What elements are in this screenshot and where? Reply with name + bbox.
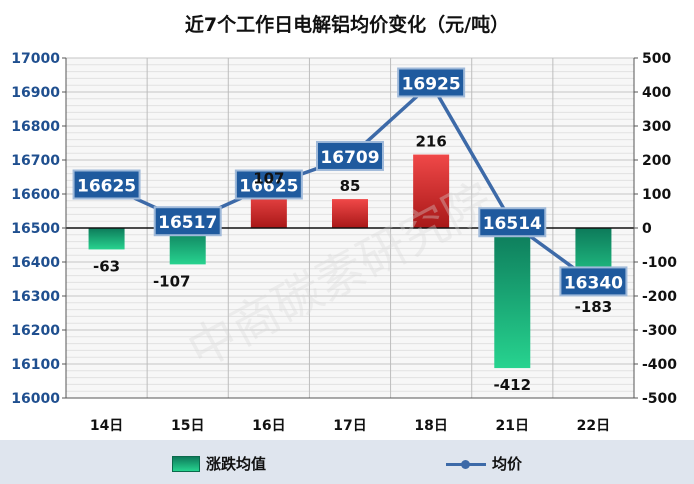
right-tick-label: -300 (642, 323, 677, 339)
x-tick-label: 16日 (252, 418, 285, 434)
label-layer: 16625 16517 16625 16709 16925 16514 16340 -63 -1… (72, 67, 628, 394)
right-tick-label: 200 (642, 153, 671, 169)
price-label-box-2 (153, 206, 222, 237)
bar-label-7: -183 (575, 298, 613, 316)
price-label-1: 16625 (77, 177, 136, 197)
left-tick-label: 16000 (11, 391, 60, 407)
bar-label-5: 216 (415, 133, 446, 151)
legend: 涨跌均值 均价 (0, 440, 694, 484)
legend-line-swatch (446, 457, 486, 471)
right-tick-label: -400 (642, 357, 677, 373)
bar-label-6: -412 (494, 376, 532, 394)
chart-title: 近7个工作日电解铝均价变化（元/吨） (184, 14, 510, 36)
price-label-4: 16709 (320, 148, 379, 168)
price-label-box-7 (559, 266, 628, 297)
legend-bar-swatch (172, 455, 200, 472)
x-tick-label: 21日 (496, 418, 529, 434)
right-tick-label: 300 (642, 119, 671, 135)
bar-5 (413, 154, 450, 228)
x-tick-label: 18日 (414, 418, 447, 434)
right-tick-label: 400 (642, 85, 671, 101)
x-tick-label: 15日 (171, 418, 204, 434)
legend-label-line: 均价 (492, 455, 523, 473)
price-label-3: 16625 (239, 177, 298, 197)
price-label-5: 16925 (402, 75, 461, 95)
x-tick-label: 22日 (577, 418, 610, 434)
left-tick-label: 17000 (11, 51, 60, 67)
price-label-box-5 (397, 67, 466, 98)
price-label-6: 16514 (483, 214, 542, 234)
left-tick-label: 16800 (11, 119, 60, 135)
bar-label-3: 107 (253, 170, 284, 188)
left-tick-label: 16100 (11, 357, 60, 373)
bar-label-4: 85 (340, 177, 361, 195)
left-tick-label: 16400 (11, 255, 60, 271)
left-tick-label: 16500 (11, 221, 60, 237)
x-tick-label: 17日 (333, 418, 366, 434)
price-label-box-3 (234, 169, 303, 200)
bar-1 (88, 228, 125, 250)
right-tick-label: -500 (642, 391, 677, 407)
price-label-box-4 (316, 140, 384, 171)
bar-6 (494, 228, 531, 369)
legend-item-bars[interactable]: 涨跌均值 (172, 453, 266, 474)
right-tick-label: -200 (642, 289, 677, 305)
price-label-box-6 (478, 207, 547, 238)
price-label-7: 16340 (564, 273, 623, 293)
left-tick-label: 16700 (11, 153, 60, 169)
right-tick-label: 100 (642, 187, 671, 203)
chart-canvas: 16000 16100 16200 16300 16400 16500 16600 16700… (11, 51, 677, 434)
right-tick-label: 500 (642, 51, 671, 67)
bar-label-2: -107 (153, 272, 191, 290)
legend-label-bars: 涨跌均值 (206, 455, 267, 473)
price-label-box-1 (72, 169, 141, 200)
price-label-2: 16517 (158, 213, 217, 233)
bar-4 (332, 199, 368, 228)
legend-item-line[interactable]: 均价 (446, 453, 522, 474)
left-tick-label: 16300 (11, 289, 60, 305)
right-tick-label: -100 (642, 255, 677, 271)
right-tick-label: 0 (642, 221, 652, 237)
left-tick-label: 16900 (11, 85, 60, 101)
left-tick-label: 16200 (11, 323, 60, 339)
left-tick-label: 16600 (11, 187, 60, 203)
bar-label-1: -63 (93, 257, 120, 275)
x-tick-label: 14日 (90, 418, 123, 434)
